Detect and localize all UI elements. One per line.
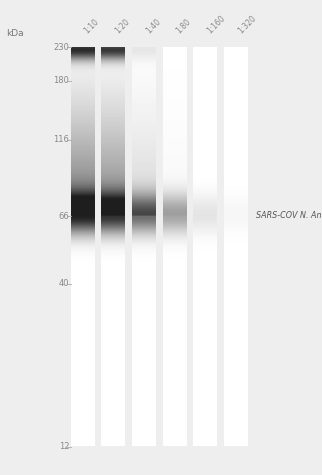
Text: 1:80: 1:80 <box>175 17 193 36</box>
Text: 1:160: 1:160 <box>205 14 227 36</box>
Text: 66: 66 <box>59 212 69 221</box>
Text: 230: 230 <box>53 43 69 52</box>
Text: 1:40: 1:40 <box>144 17 162 36</box>
Text: 40: 40 <box>59 279 69 288</box>
Text: 1:10: 1:10 <box>83 17 101 36</box>
Text: 116: 116 <box>53 135 69 144</box>
Text: SARS-COV N. Antibody: SARS-COV N. Antibody <box>256 211 322 220</box>
Text: 12: 12 <box>59 442 69 451</box>
Text: 1:320: 1:320 <box>236 14 258 36</box>
Text: kDa: kDa <box>6 29 24 38</box>
Text: 1:20: 1:20 <box>113 17 132 36</box>
Text: 180: 180 <box>53 76 69 85</box>
